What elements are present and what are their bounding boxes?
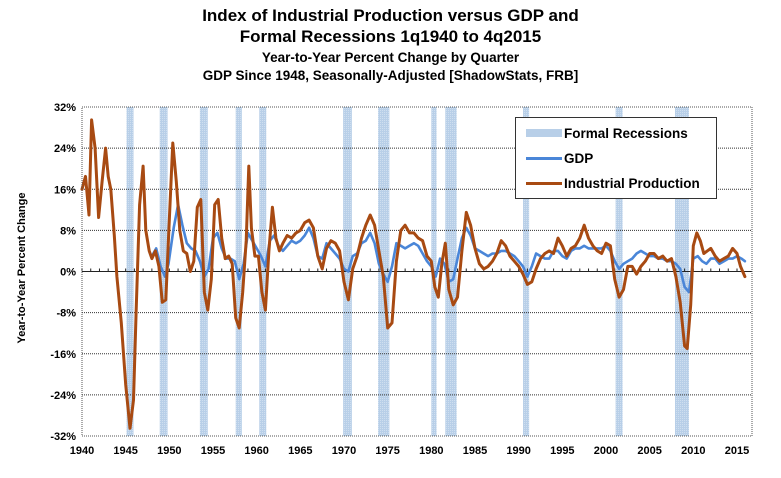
legend-item-gdp: GDP [526,149,593,167]
x-tick-label: 1975 [375,445,399,457]
legend-swatch-industrial-production [526,181,562,185]
chart-subtitle-line2: GDP Since 1948, Seasonally-Adjusted [Sha… [202,68,579,83]
y-tick-label: 0% [60,267,76,279]
y-tick-label: -24% [50,390,76,402]
x-tick-label: 2000 [594,445,618,457]
legend-label-industrial-production: Industrial Production [564,175,700,191]
x-tick-label: 1995 [550,445,574,457]
chart-subtitle: Year-to-Year Percent Change by Quarter [261,50,520,65]
series-line-industrial-production [80,118,747,430]
y-tick-label: 32% [54,102,76,114]
x-tick-label: 1955 [201,445,225,457]
x-tick-label: 1940 [70,445,94,457]
x-tick-label: 1990 [506,445,530,457]
series-lines [80,118,747,430]
x-tick-label: 1985 [463,445,487,457]
legend-swatch-recessions [526,129,562,137]
legend: Formal Recessions GDP Industrial Product… [515,117,717,199]
legend-item-industrial-production: Industrial Production [526,174,700,192]
y-tick-label: -8% [56,308,76,320]
y-tick-label: 16% [54,184,76,196]
legend-label-recessions: Formal Recessions [564,125,688,141]
y-tick-label: -32% [50,431,76,443]
y-tick-label: 8% [60,225,76,237]
legend-item-recessions: Formal Recessions [526,124,688,142]
axis-ticks: 32% 24% 16% 8% 0% -8% -16% -24% -32% 1940 1945 1950… [50,102,749,457]
y-tick-label: -16% [50,349,76,361]
x-tick-label: 1980 [419,445,443,457]
x-tick-label: 2005 [637,445,661,457]
chart-title-line2: Formal Recessions 1q1940 to 4q2015 [239,27,542,46]
x-tick-label: 1960 [244,445,268,457]
y-tick-label: 24% [54,143,76,155]
legend-label-gdp: GDP [564,150,594,166]
x-tick-label: 1970 [332,445,356,457]
plot-frame [81,106,753,437]
chart-title: Index of Industrial Production versus GD… [202,6,579,25]
x-tick-label: 1965 [288,445,312,457]
legend-swatch-gdp [526,156,562,160]
x-tick-label: 2010 [681,445,705,457]
x-tick-label: 1945 [113,445,137,457]
x-tick-label: 1950 [157,445,181,457]
x-tick-label: 2015 [725,445,749,457]
